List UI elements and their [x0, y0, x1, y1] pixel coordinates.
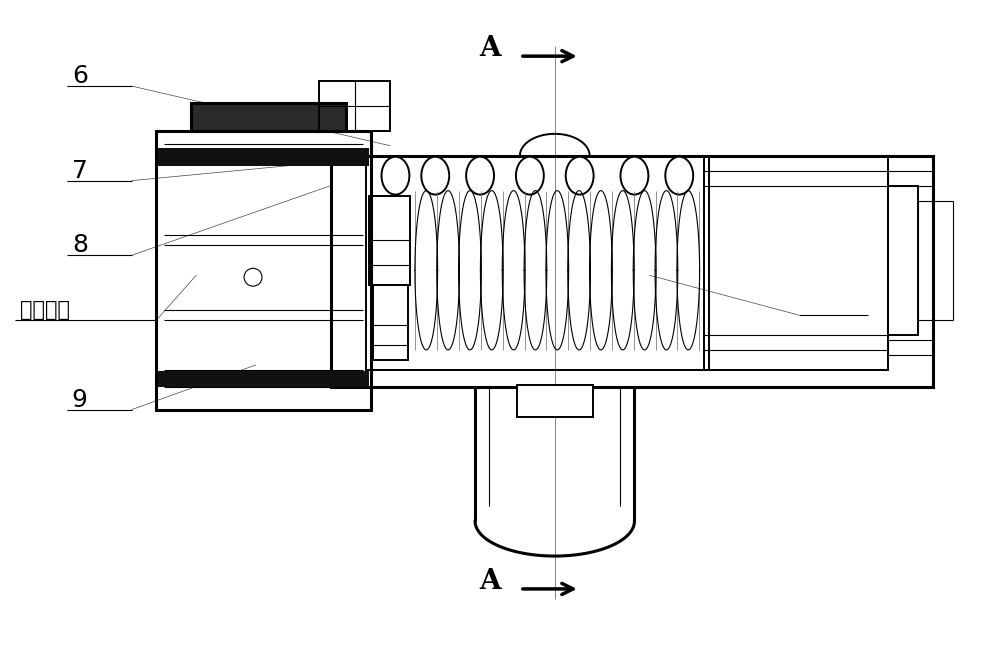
Bar	[517, 385, 593, 417]
Text: 8: 8	[72, 233, 88, 257]
Circle shape	[244, 268, 262, 286]
Bar	[156, 131, 371, 410]
Ellipse shape	[421, 157, 449, 195]
Ellipse shape	[381, 157, 409, 195]
Bar	[369, 196, 410, 285]
Ellipse shape	[665, 157, 693, 195]
Bar	[366, 156, 709, 370]
Bar	[373, 285, 408, 360]
Ellipse shape	[466, 157, 494, 195]
Text: 7: 7	[72, 159, 88, 183]
Bar	[158, 371, 369, 387]
Text: 车轮支架: 车轮支架	[20, 300, 70, 320]
Bar	[191, 103, 346, 131]
Bar	[888, 171, 933, 186]
Bar	[158, 148, 369, 166]
Bar	[319, 81, 390, 131]
Bar	[331, 156, 933, 387]
Text: 6: 6	[72, 64, 88, 88]
Text: A: A	[479, 35, 501, 62]
Text: 9: 9	[72, 388, 88, 412]
Text: A: A	[479, 569, 501, 595]
Ellipse shape	[620, 157, 648, 195]
Ellipse shape	[566, 157, 594, 195]
Bar	[888, 186, 918, 335]
Bar	[704, 156, 888, 370]
Bar	[888, 340, 933, 355]
Ellipse shape	[516, 157, 544, 195]
